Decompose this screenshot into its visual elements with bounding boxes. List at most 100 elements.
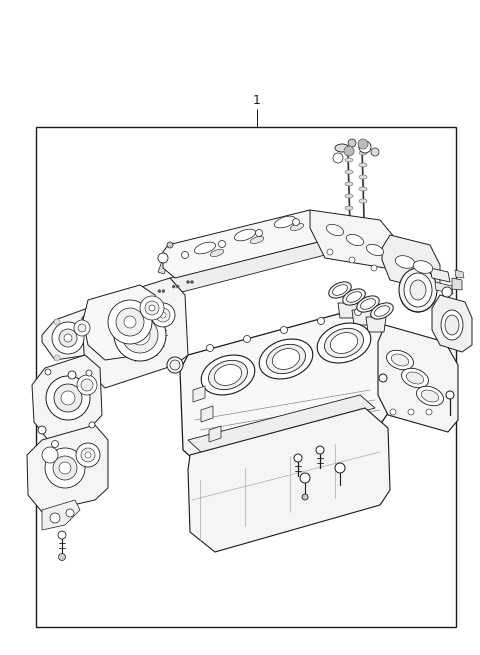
Ellipse shape xyxy=(410,280,426,300)
Ellipse shape xyxy=(326,225,344,236)
Polygon shape xyxy=(163,210,325,278)
Circle shape xyxy=(52,322,84,354)
Ellipse shape xyxy=(404,273,432,307)
Ellipse shape xyxy=(272,348,300,369)
Circle shape xyxy=(46,376,90,420)
Polygon shape xyxy=(180,308,390,472)
Ellipse shape xyxy=(359,163,367,167)
Ellipse shape xyxy=(395,255,415,269)
Circle shape xyxy=(38,426,46,434)
Polygon shape xyxy=(338,303,358,318)
Circle shape xyxy=(442,287,452,297)
Polygon shape xyxy=(310,210,395,268)
Circle shape xyxy=(122,317,158,353)
Circle shape xyxy=(144,294,147,297)
Circle shape xyxy=(86,370,92,376)
Circle shape xyxy=(59,553,65,561)
Circle shape xyxy=(280,326,288,333)
Circle shape xyxy=(130,325,150,345)
Circle shape xyxy=(300,473,310,483)
Polygon shape xyxy=(452,278,462,290)
Polygon shape xyxy=(42,308,98,360)
Ellipse shape xyxy=(333,285,348,295)
Ellipse shape xyxy=(208,360,248,390)
Circle shape xyxy=(101,308,104,311)
Ellipse shape xyxy=(386,350,413,369)
Circle shape xyxy=(59,462,71,474)
Ellipse shape xyxy=(347,291,361,303)
Circle shape xyxy=(349,257,355,263)
Circle shape xyxy=(124,316,136,328)
Ellipse shape xyxy=(330,333,358,354)
Circle shape xyxy=(54,355,60,361)
Polygon shape xyxy=(209,426,221,442)
Circle shape xyxy=(167,242,173,248)
Ellipse shape xyxy=(391,354,408,366)
Ellipse shape xyxy=(317,323,371,363)
Circle shape xyxy=(74,320,90,336)
Circle shape xyxy=(181,252,189,259)
Circle shape xyxy=(148,294,151,297)
Circle shape xyxy=(145,301,159,315)
Polygon shape xyxy=(82,278,188,388)
Circle shape xyxy=(191,280,193,284)
Ellipse shape xyxy=(357,296,379,312)
Ellipse shape xyxy=(345,182,353,186)
Circle shape xyxy=(371,148,379,156)
Ellipse shape xyxy=(345,194,353,198)
Polygon shape xyxy=(201,406,213,422)
Circle shape xyxy=(408,409,414,415)
Circle shape xyxy=(333,153,343,163)
Ellipse shape xyxy=(210,250,224,257)
Circle shape xyxy=(45,448,85,488)
Ellipse shape xyxy=(366,244,384,255)
Circle shape xyxy=(292,219,300,225)
Ellipse shape xyxy=(194,242,216,254)
Ellipse shape xyxy=(371,303,393,319)
Ellipse shape xyxy=(266,345,305,374)
Ellipse shape xyxy=(407,372,424,384)
Circle shape xyxy=(149,305,155,311)
Circle shape xyxy=(50,513,60,523)
Circle shape xyxy=(327,249,333,255)
Polygon shape xyxy=(188,408,390,552)
Circle shape xyxy=(140,296,164,320)
Polygon shape xyxy=(27,425,108,512)
Polygon shape xyxy=(114,302,123,308)
Circle shape xyxy=(64,334,72,342)
Circle shape xyxy=(294,454,302,462)
Polygon shape xyxy=(170,242,325,292)
Ellipse shape xyxy=(421,390,439,402)
Ellipse shape xyxy=(345,158,353,162)
Circle shape xyxy=(176,285,179,288)
Text: 1: 1 xyxy=(253,94,261,107)
Circle shape xyxy=(243,335,251,343)
Ellipse shape xyxy=(399,268,437,312)
Circle shape xyxy=(53,456,77,480)
Circle shape xyxy=(348,139,356,147)
Polygon shape xyxy=(193,386,205,402)
Ellipse shape xyxy=(329,282,351,298)
Ellipse shape xyxy=(335,144,349,152)
Circle shape xyxy=(371,265,377,271)
Polygon shape xyxy=(85,311,95,317)
Polygon shape xyxy=(430,268,450,282)
Circle shape xyxy=(108,300,152,344)
Circle shape xyxy=(133,299,136,302)
Circle shape xyxy=(61,391,75,405)
Circle shape xyxy=(54,384,82,412)
Circle shape xyxy=(91,312,94,316)
Ellipse shape xyxy=(441,310,463,340)
Polygon shape xyxy=(352,310,372,325)
Circle shape xyxy=(115,303,118,307)
Ellipse shape xyxy=(345,206,353,210)
Polygon shape xyxy=(185,279,195,285)
Circle shape xyxy=(45,369,51,375)
Circle shape xyxy=(170,360,180,370)
Polygon shape xyxy=(188,395,375,454)
Circle shape xyxy=(255,229,263,236)
Circle shape xyxy=(78,324,86,332)
Circle shape xyxy=(206,345,214,352)
Circle shape xyxy=(317,318,324,324)
Circle shape xyxy=(187,280,190,284)
